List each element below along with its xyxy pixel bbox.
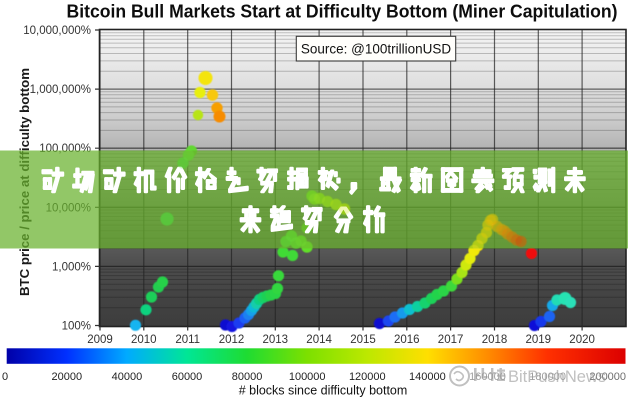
svg-text:2015: 2015 <box>350 334 376 346</box>
svg-text:140000: 140000 <box>409 371 446 383</box>
svg-text:2016: 2016 <box>394 334 420 346</box>
svg-text:BitPushNews: BitPushNews <box>508 368 606 386</box>
svg-text:2019: 2019 <box>526 334 552 346</box>
svg-text:60000: 60000 <box>172 371 203 383</box>
svg-text:200000: 200000 <box>589 371 626 383</box>
svg-text:2012: 2012 <box>219 334 245 346</box>
svg-text:100000: 100000 <box>289 371 326 383</box>
svg-text:2018: 2018 <box>482 334 508 346</box>
svg-text:2011: 2011 <box>175 334 200 346</box>
svg-text:20000: 20000 <box>52 371 83 383</box>
svg-text:2010: 2010 <box>131 334 157 346</box>
svg-text:Bitcoin Bull Markets Start at: Bitcoin Bull Markets Start at Difficulty… <box>67 1 618 22</box>
svg-text:# blocks since difficulty bott: # blocks since difficulty bottom <box>239 384 408 398</box>
svg-text:100%: 100% <box>62 321 91 333</box>
svg-text:2009: 2009 <box>87 334 113 346</box>
svg-text:2017: 2017 <box>438 334 464 346</box>
svg-text:1,000,000%: 1,000,000% <box>30 84 91 96</box>
svg-text:180000: 180000 <box>529 371 566 383</box>
svg-text:2013: 2013 <box>263 334 289 346</box>
svg-text:0: 0 <box>2 371 8 383</box>
svg-text:120000: 120000 <box>349 371 386 383</box>
svg-text:1,000%: 1,000% <box>52 261 91 273</box>
svg-text:80000: 80000 <box>232 371 263 383</box>
svg-text:40000: 40000 <box>112 371 143 383</box>
svg-text:2014: 2014 <box>306 334 332 346</box>
svg-text:2020: 2020 <box>569 334 595 346</box>
svg-text:Source: @100trillionUSD: Source: @100trillionUSD <box>301 41 452 56</box>
svg-text:10,000,000%: 10,000,000% <box>23 25 91 37</box>
